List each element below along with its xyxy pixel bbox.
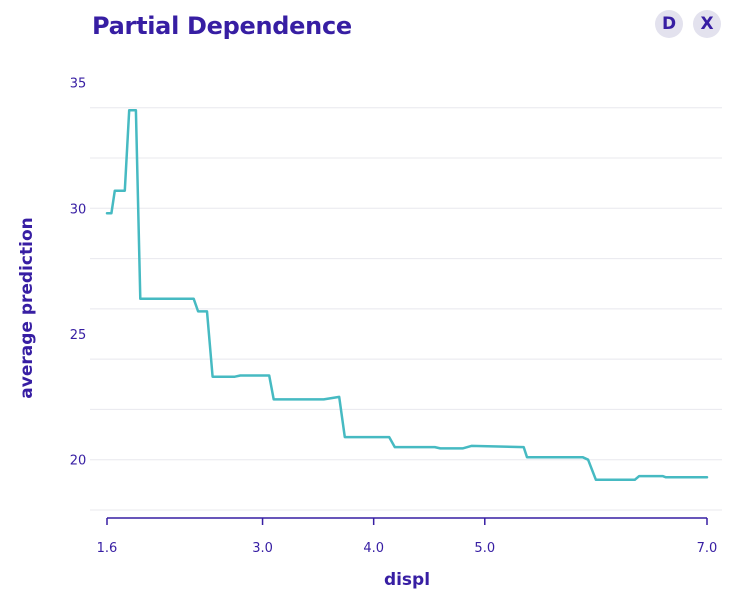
x-tick-label: 3.0 (252, 541, 273, 556)
x-tick-label: 5.0 (474, 541, 495, 556)
y-tick-label: 30 (70, 202, 87, 217)
x-tick-label: 7.0 (697, 541, 718, 556)
x-tick-label: 1.6 (97, 541, 118, 556)
y-tick-label: 20 (70, 454, 87, 469)
chart-title: Partial Dependence (92, 12, 352, 40)
download-button[interactable]: D (655, 10, 683, 38)
series-line (105, 108, 709, 482)
y-tick-label: 25 (70, 328, 87, 343)
x-tick-label: 4.0 (363, 541, 384, 556)
x-axis-title: displ (384, 570, 430, 590)
close-button[interactable]: X (693, 10, 721, 38)
y-axis-title: average prediction (17, 217, 37, 398)
y-tick-label: 35 (70, 77, 87, 92)
